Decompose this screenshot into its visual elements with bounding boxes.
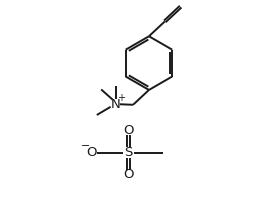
Text: O: O [86, 146, 97, 159]
Text: O: O [123, 124, 134, 137]
Text: +: + [117, 93, 125, 103]
Text: O: O [123, 168, 134, 181]
Text: −: − [81, 141, 90, 151]
Text: N: N [110, 98, 120, 111]
Text: S: S [124, 146, 133, 159]
